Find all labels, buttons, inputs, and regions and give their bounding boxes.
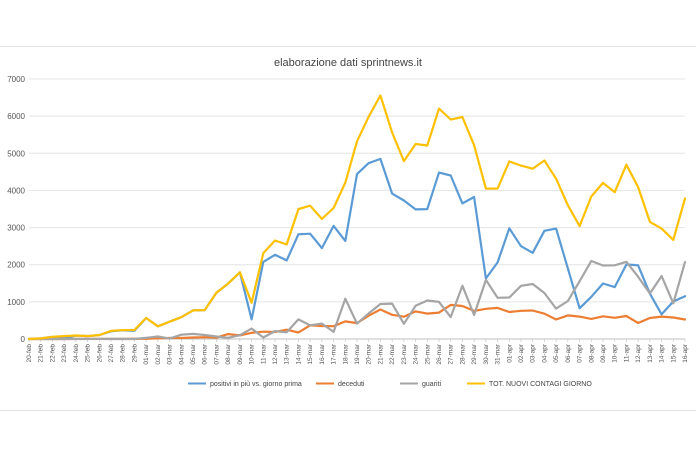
- x-tick-label: 24-mar: [413, 343, 420, 364]
- x-tick-label: 09-mar: [237, 343, 244, 364]
- x-tick-label: 11-mar: [260, 343, 267, 364]
- legend-label: deceduti: [338, 381, 365, 388]
- x-tick-label: 06-apr: [565, 343, 572, 363]
- x-tick-label: 11-apr: [623, 343, 630, 362]
- x-tick-label: 29-feb: [131, 344, 138, 363]
- x-axis: 20-feb 21-feb 22-feb 23-feb 24-feb 25-feb 26-f…: [26, 339, 689, 365]
- x-tick-label: 14-apr: [659, 343, 666, 363]
- x-tick-label: 12-apr: [635, 343, 642, 363]
- y-tick-label: 4000: [7, 186, 25, 195]
- x-tick-label: 20-feb: [26, 344, 33, 363]
- x-tick-label: 12-mar: [272, 343, 279, 364]
- x-tick-label: 19-mar: [354, 343, 361, 364]
- x-tick-label: 13-apr: [647, 343, 654, 363]
- series-line-0: [27, 157, 687, 340]
- legend: positivi in più vs. giorno prima deceduti…: [188, 381, 592, 388]
- legend-label: positivi in più vs. giorno prima: [210, 381, 302, 388]
- x-tick-label: 26-mar: [436, 343, 443, 364]
- legend-label: TOT. NUOVI CONTAGI GIORNO: [489, 381, 592, 388]
- x-tick-label: 10-apr: [612, 343, 619, 363]
- series-lines: [27, 94, 687, 341]
- x-tick-label: 27-mar: [448, 343, 455, 364]
- x-tick-label: 26-feb: [96, 344, 103, 363]
- x-tick-label: 30-mar: [483, 343, 490, 364]
- x-tick-label: 04-apr: [541, 343, 548, 363]
- x-tick-label: 02-mar: [155, 343, 162, 364]
- x-tick-label: 07-apr: [577, 343, 584, 363]
- y-tick-label: 0: [21, 335, 26, 344]
- x-tick-label: 25-mar: [424, 343, 431, 364]
- chart-title: elaborazione dati sprintnews.it: [274, 57, 422, 69]
- line-chart: elaborazione dati sprintnews.it 0 1000 200…: [7, 57, 689, 388]
- x-tick-label: 03-apr: [530, 343, 537, 363]
- x-tick-label: 09-apr: [600, 343, 607, 363]
- x-tick-label: 07-mar: [213, 343, 220, 364]
- y-tick-label: 5000: [7, 149, 25, 158]
- x-tick-label: 24-feb: [73, 344, 80, 363]
- x-tick-label: 17-mar: [331, 343, 338, 364]
- x-tick-label: 25-feb: [85, 344, 92, 363]
- x-tick-label: 16-apr: [682, 343, 689, 363]
- x-tick-label: 28-mar: [459, 343, 466, 364]
- x-tick-label: 15-mar: [307, 343, 314, 364]
- x-tick-label: 16-mar: [319, 343, 326, 364]
- x-tick-label: 18-mar: [342, 343, 349, 364]
- x-tick-label: 28-feb: [120, 344, 127, 363]
- y-tick-label: 7000: [7, 75, 25, 84]
- x-tick-label: 05-apr: [553, 343, 560, 363]
- y-tick-label: 3000: [7, 224, 25, 233]
- x-tick-label: 01-apr: [506, 343, 513, 363]
- y-axis: 0 1000 2000 3000 4000 5000 6000 7000: [7, 75, 25, 344]
- x-tick-label: 01-mar: [143, 343, 150, 364]
- x-tick-label: 15-apr: [670, 343, 677, 363]
- y-tick-label: 2000: [7, 261, 25, 270]
- series-line-3: [27, 94, 687, 340]
- x-tick-label: 20-mar: [366, 343, 373, 364]
- series-line-2: [27, 259, 687, 341]
- gridlines: [29, 78, 685, 340]
- x-tick-label: 10-mar: [249, 343, 256, 364]
- x-tick-label: 23-feb: [61, 344, 68, 363]
- y-tick-label: 6000: [7, 112, 25, 121]
- x-tick-label: 13-mar: [284, 343, 291, 364]
- x-tick-label: 05-mar: [190, 343, 197, 364]
- legend-label: guariti: [422, 381, 442, 388]
- x-tick-label: 08-mar: [225, 343, 232, 364]
- x-tick-label: 22-feb: [49, 344, 56, 363]
- x-tick-label: 23-mar: [401, 343, 408, 364]
- x-tick-label: 21-feb: [38, 344, 45, 363]
- x-tick-label: 22-mar: [389, 343, 396, 364]
- y-tick-label: 1000: [7, 298, 25, 307]
- x-tick-label: 31-mar: [495, 343, 502, 364]
- x-tick-label: 21-mar: [377, 343, 384, 364]
- x-tick-label: 14-mar: [295, 343, 302, 364]
- x-tick-label: 03-mar: [167, 343, 174, 364]
- x-tick-label: 29-mar: [471, 343, 478, 364]
- x-tick-label: 06-mar: [202, 343, 209, 364]
- x-tick-label: 04-mar: [178, 343, 185, 364]
- x-tick-label: 08-apr: [588, 343, 595, 363]
- chart-frame: elaborazione dati sprintnews.it 0 1000 200…: [0, 46, 696, 411]
- x-tick-label: 27-feb: [108, 344, 115, 363]
- x-tick-label: 02-apr: [518, 343, 525, 363]
